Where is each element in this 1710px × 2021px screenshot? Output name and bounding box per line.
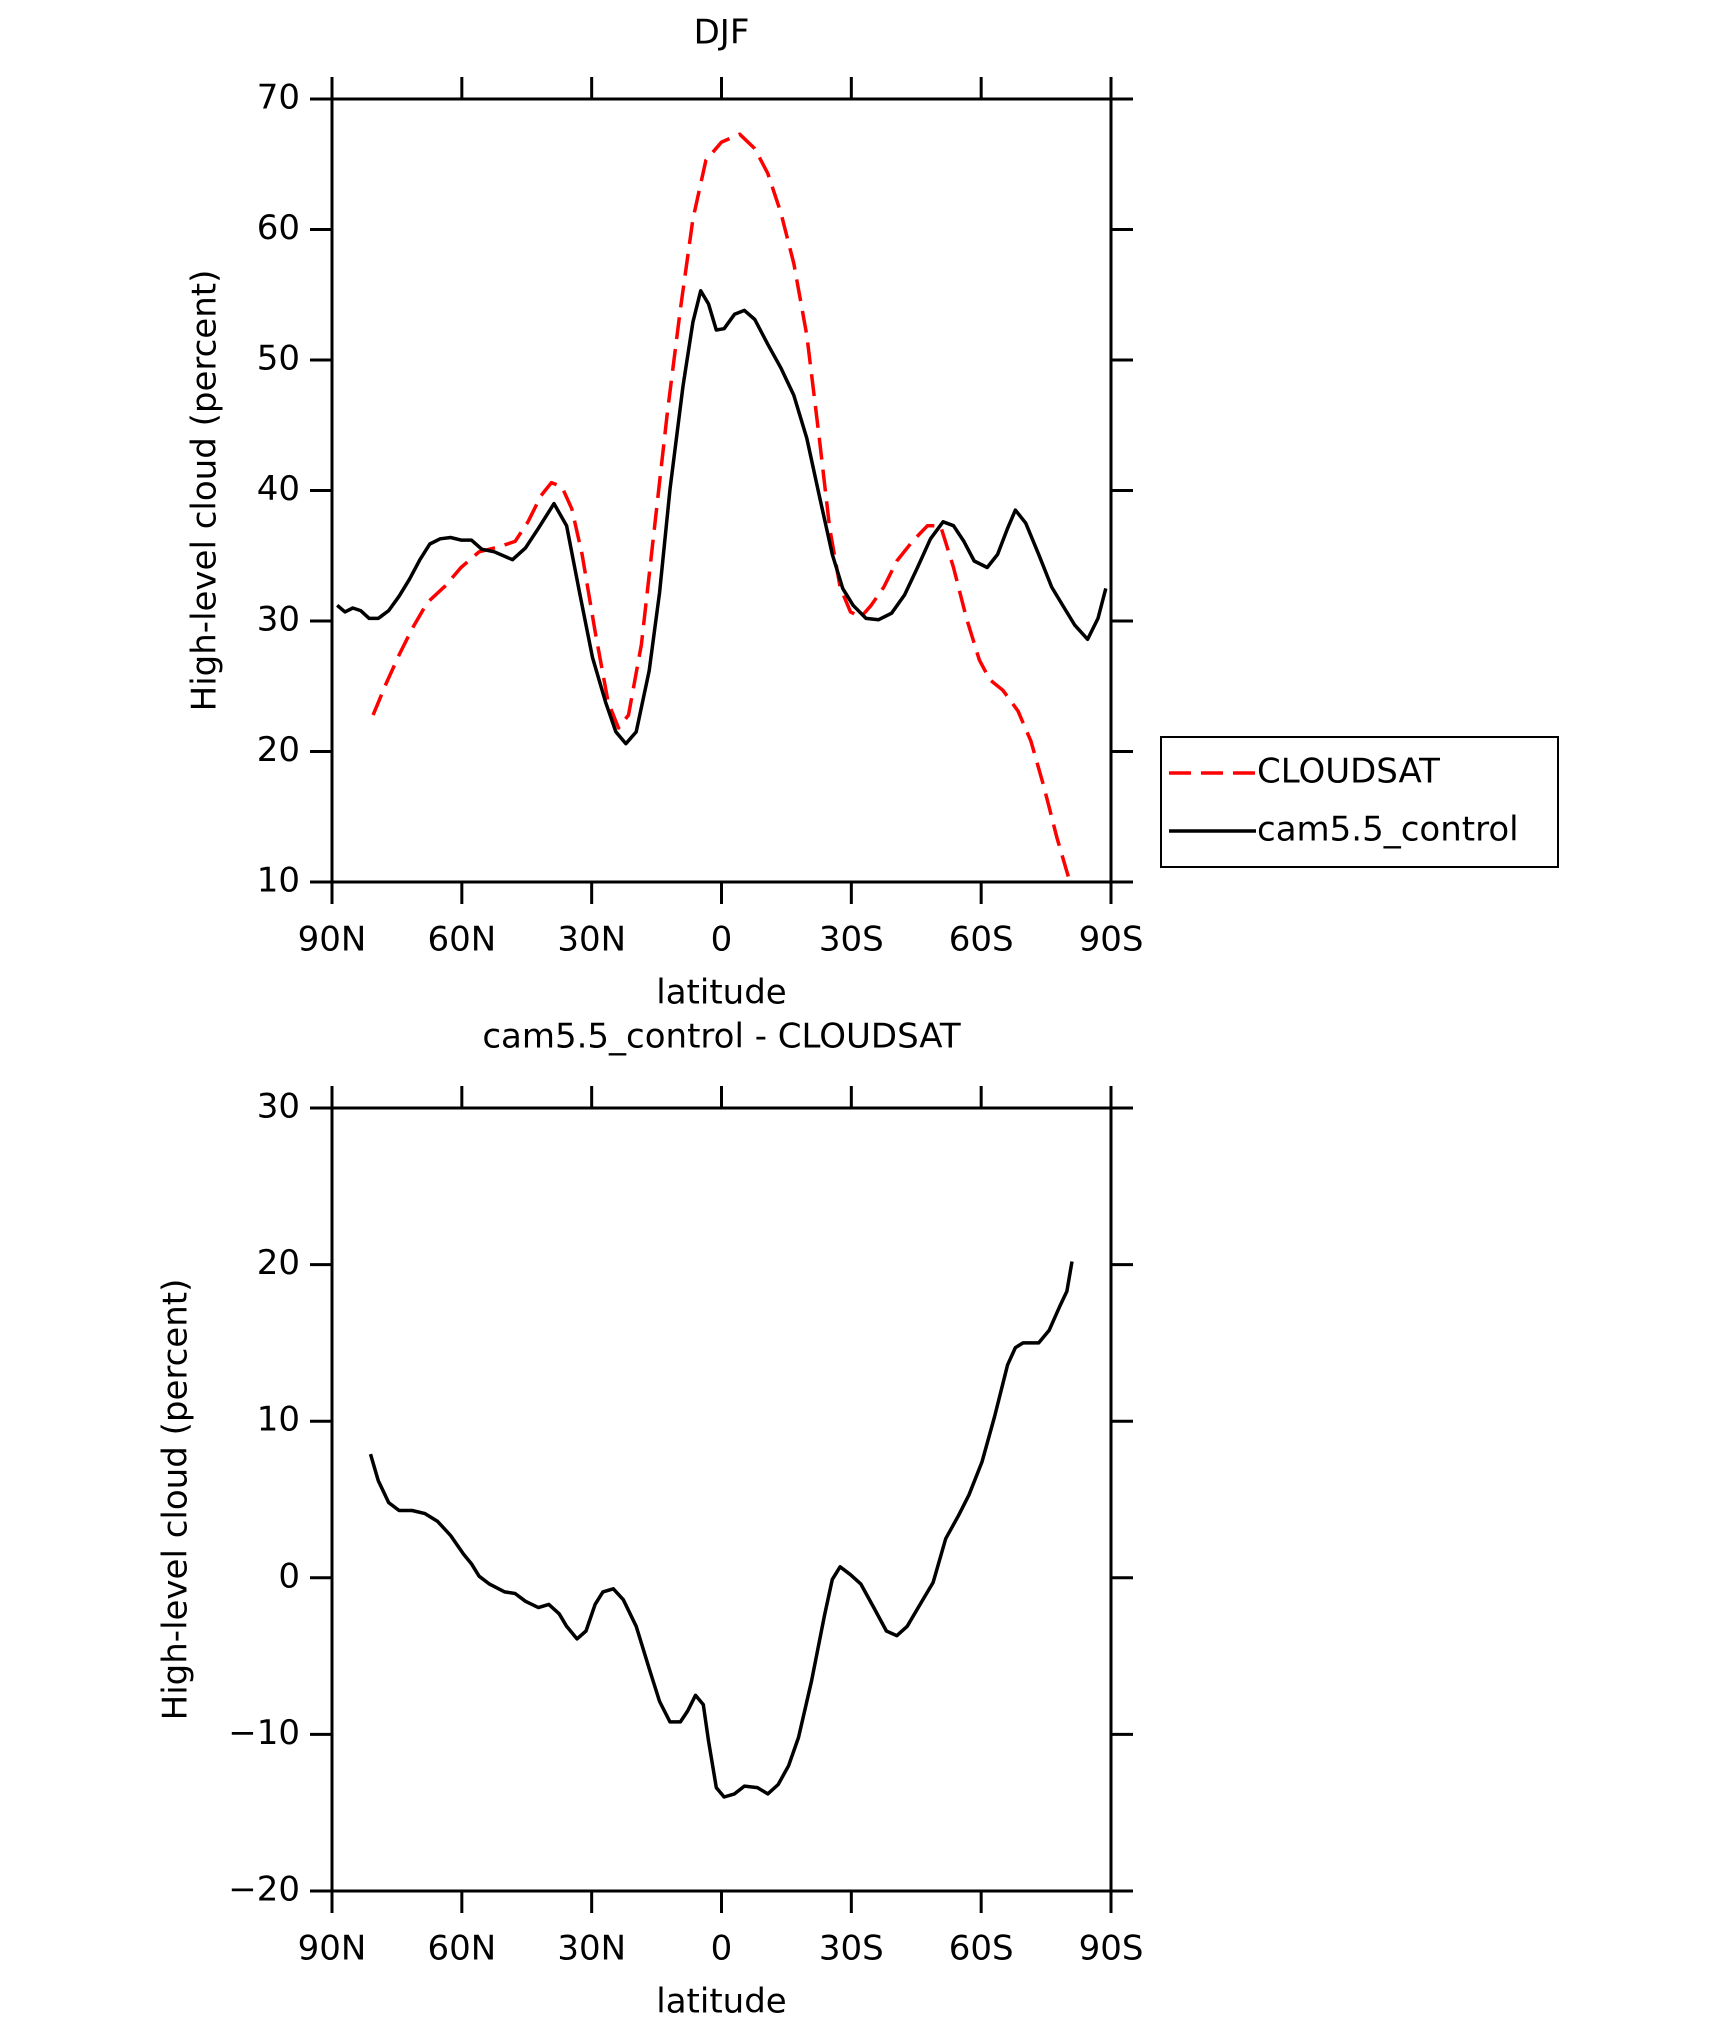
chart-title: cam5.5_control - CLOUDSAT	[482, 1017, 961, 1057]
y-tick-label: 10	[257, 861, 300, 901]
x-tick-label: 60S	[949, 920, 1014, 960]
plot-frame	[330, 97, 1113, 884]
chart-title: DJF	[694, 13, 750, 53]
x-tick-label: 90N	[298, 920, 367, 960]
data-line	[336, 289, 1108, 746]
y-tick-label: 30	[257, 1087, 300, 1127]
plot-frame	[330, 1106, 1113, 1893]
x-tick-label: 90N	[298, 1929, 367, 1969]
x-tick-label: 30N	[557, 1929, 626, 1969]
y-tick-label: 70	[257, 78, 300, 118]
data-line	[371, 132, 1072, 883]
x-tick-label: 30S	[819, 1929, 884, 1969]
y-tick-label: 60	[257, 208, 300, 248]
x-tick-label: 0	[711, 1929, 733, 1969]
y-tick-label: 10	[257, 1400, 300, 1440]
x-tick-label: 30N	[557, 920, 626, 960]
y-tick-label: 20	[257, 730, 300, 770]
y-tick-label: 50	[257, 339, 300, 379]
y-tick-label: 20	[257, 1243, 300, 1283]
x-tick-label: 60N	[427, 920, 496, 960]
legend-label: cam5.5_control	[1257, 810, 1519, 850]
y-tick-label: −10	[228, 1713, 300, 1753]
x-tick-label: 0	[711, 920, 733, 960]
x-axis-label: latitude	[656, 973, 786, 1013]
legend-label: CLOUDSAT	[1257, 752, 1440, 792]
x-axis-label: latitude	[656, 1982, 786, 2021]
x-tick-label: 30S	[819, 920, 884, 960]
x-tick-label: 60N	[427, 1929, 496, 1969]
y-axis-label: High-level cloud (percent)	[185, 270, 225, 712]
data-line	[368, 1261, 1074, 1799]
y-tick-label: −20	[228, 1870, 300, 1910]
legend: CLOUDSAT cam5.5_control	[1160, 736, 1559, 868]
y-tick-label: 30	[257, 600, 300, 640]
x-tick-label: 60S	[949, 1929, 1014, 1969]
y-tick-label: 0	[278, 1556, 300, 1596]
x-tick-label: 90S	[1079, 1929, 1144, 1969]
y-axis-label: High-level cloud (percent)	[156, 1279, 196, 1721]
x-tick-label: 90S	[1079, 920, 1144, 960]
legend-box	[1160, 736, 1559, 868]
y-tick-label: 40	[257, 469, 300, 509]
